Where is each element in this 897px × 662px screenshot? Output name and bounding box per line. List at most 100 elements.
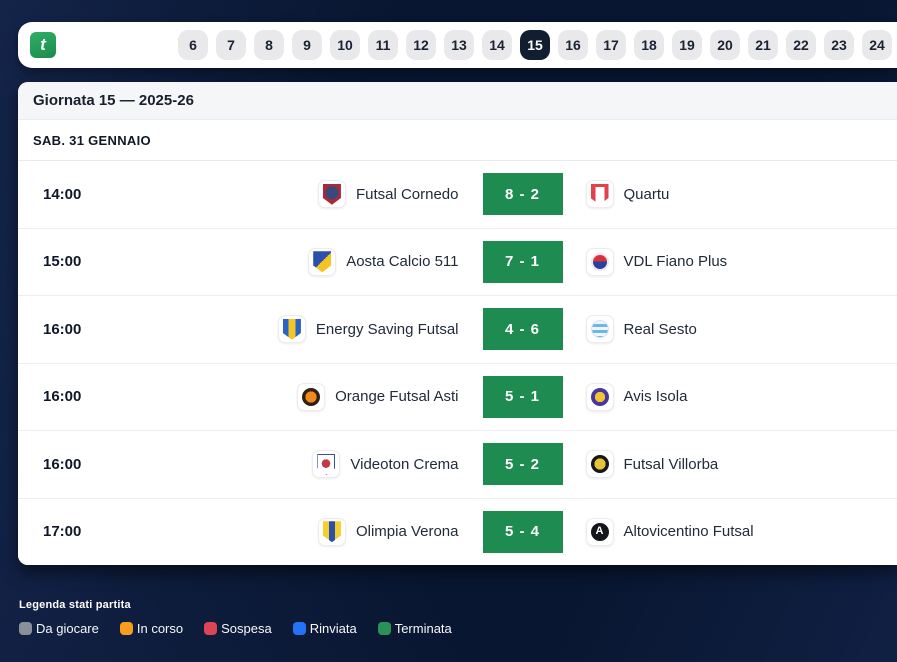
- home-team-logo-icon: [317, 517, 346, 546]
- score-badge[interactable]: 4 - 6: [482, 308, 563, 351]
- away-team: Avis Isola: [563, 382, 897, 411]
- legend-swatch-icon: [19, 622, 32, 635]
- away-team-logo-icon: [585, 450, 614, 479]
- rounds-list: 6 7 8 9 10 11 12 13 14 15 16 17 18 19 20 21 22 23 24: [178, 30, 892, 60]
- match-time: 16:00: [43, 320, 82, 338]
- match-time: 14:00: [43, 185, 82, 203]
- round-button-11[interactable]: 11: [368, 30, 398, 60]
- orange-asti-emblem-icon: [302, 387, 321, 406]
- match-time: 15:00: [43, 253, 82, 271]
- legend-title: Legenda stati partita: [19, 599, 131, 611]
- home-team-name: Orange Futsal Asti: [335, 388, 459, 406]
- away-team-logo-icon: [585, 180, 614, 209]
- legend-swatch-icon: [377, 622, 391, 635]
- match-row-3[interactable]: 16:00 Energy Saving Futsal 4 - 6 Real Sesto: [18, 296, 897, 364]
- away-team: A Altovicentino Futsal: [563, 517, 897, 546]
- match-time: 16:00: [43, 455, 82, 473]
- aosta-emblem-icon: [313, 251, 332, 273]
- match-date-header: SAB. 31 GENNAIO: [18, 120, 897, 161]
- altovicentino-emblem-icon: A: [590, 522, 609, 541]
- legend-swatch-icon: [119, 622, 133, 635]
- home-team: Futsal Cornedo: [148, 180, 483, 209]
- round-button-13[interactable]: 13: [444, 30, 474, 60]
- home-team-name: Videoton Crema: [350, 455, 459, 473]
- home-team-name: Olimpia Verona: [355, 523, 459, 541]
- home-team-name: Aosta Calcio 511: [346, 253, 459, 271]
- away-team: Real Sesto: [563, 315, 897, 344]
- energy-saving-emblem-icon: [282, 318, 301, 340]
- match-list: 14:00 Futsal Cornedo 8 - 2 Quartu 15:00 Aosta…: [18, 161, 897, 565]
- match-row-6[interactable]: 17:00 Olimpia Verona 5 - 4 A Altovicentino F…: [18, 498, 897, 565]
- legend-item-rinviata: Rinviata: [292, 621, 357, 636]
- match-row-5[interactable]: 16:00 Videoton Crema 5 - 2 Futsal Villorba: [18, 431, 897, 499]
- legend-label: In corso: [136, 621, 184, 636]
- home-team-logo-icon: [317, 180, 346, 209]
- round-button-15[interactable]: 15: [520, 30, 550, 60]
- legend-item-in-corso: In corso: [119, 621, 184, 636]
- round-button-21[interactable]: 21: [748, 30, 778, 60]
- round-button-18[interactable]: 18: [634, 30, 664, 60]
- home-team-logo-icon: [312, 450, 341, 479]
- videoton-emblem-icon: [317, 453, 336, 475]
- legend-label: Terminata: [394, 621, 452, 636]
- round-button-10[interactable]: 10: [330, 30, 360, 60]
- matchday-title-row: Giornata 15 — 2025-26: [18, 82, 897, 120]
- home-team: Orange Futsal Asti: [148, 382, 483, 411]
- round-button-23[interactable]: 23: [824, 30, 854, 60]
- round-button-19[interactable]: 19: [672, 30, 702, 60]
- altovicentino-letter: A: [595, 525, 604, 538]
- round-button-14[interactable]: 14: [482, 30, 512, 60]
- real-sesto-emblem-icon: [590, 320, 609, 339]
- away-team-name: Quartu: [623, 185, 670, 203]
- match-time: 17:00: [43, 523, 82, 541]
- home-team-logo-icon: [297, 382, 326, 411]
- home-team: Aosta Calcio 511: [148, 247, 483, 276]
- home-team: Videoton Crema: [148, 450, 483, 479]
- match-row-2[interactable]: 15:00 Aosta Calcio 511 7 - 1 VDL Fiano Plus: [18, 228, 897, 296]
- legend-swatch-icon: [292, 622, 306, 635]
- matchday-results-panel: Giornata 15 — 2025-26 SAB. 31 GENNAIO 14…: [18, 82, 897, 565]
- match-row-4[interactable]: 16:00 Orange Futsal Asti 5 - 1 Avis Isola: [18, 363, 897, 431]
- home-team-name: Futsal Cornedo: [355, 185, 459, 203]
- round-button-12[interactable]: 12: [406, 30, 436, 60]
- score-badge[interactable]: 5 - 1: [482, 375, 563, 418]
- legend-item-da-giocare: Da giocare: [19, 621, 99, 636]
- score-badge[interactable]: 7 - 1: [482, 240, 563, 283]
- round-selector-bar: t 6 7 8 9 10 11 12 13 14 15 16 17 18 19 20 21 22 23 24: [18, 22, 897, 68]
- away-team-name: VDL Fiano Plus: [623, 253, 728, 271]
- legend-items: Da giocare In corso Sospesa Rinviata Termina…: [19, 621, 452, 636]
- round-button-24[interactable]: 24: [862, 30, 892, 60]
- score-badge[interactable]: 8 - 2: [482, 173, 563, 216]
- round-button-17[interactable]: 17: [596, 30, 626, 60]
- olimpia-emblem-icon: [322, 521, 341, 543]
- away-team-name: Real Sesto: [623, 320, 697, 338]
- round-button-20[interactable]: 20: [710, 30, 740, 60]
- legend-item-sospesa: Sospesa: [204, 621, 272, 636]
- away-team: Quartu: [563, 180, 897, 209]
- away-team: Futsal Villorba: [563, 450, 897, 479]
- score-badge[interactable]: 5 - 2: [482, 443, 563, 486]
- avis-isola-emblem-icon: [590, 387, 609, 406]
- home-team-logo-icon: [277, 315, 306, 344]
- away-team-name: Futsal Villorba: [623, 455, 719, 473]
- legend-item-terminata: Terminata: [377, 621, 452, 636]
- matchday-title: Giornata 15 — 2025-26: [33, 92, 194, 109]
- legend-label: Rinviata: [309, 621, 357, 636]
- home-team: Energy Saving Futsal: [148, 315, 483, 344]
- round-button-9[interactable]: 9: [292, 30, 322, 60]
- round-button-22[interactable]: 22: [786, 30, 816, 60]
- round-button-8[interactable]: 8: [254, 30, 284, 60]
- tuttocampo-logo-icon[interactable]: t: [30, 32, 56, 58]
- match-row-1[interactable]: 14:00 Futsal Cornedo 8 - 2 Quartu: [18, 161, 897, 229]
- score-badge[interactable]: 5 - 4: [482, 510, 563, 553]
- match-status-legend: Legenda stati partita Da giocare In corso…: [19, 599, 452, 636]
- away-team-logo-icon: [585, 247, 614, 276]
- cornedo-emblem-icon: [322, 183, 341, 205]
- away-team-name: Avis Isola: [623, 388, 688, 406]
- legend-label: Da giocare: [36, 621, 99, 636]
- legend-label: Sospesa: [221, 621, 272, 636]
- round-button-6[interactable]: 6: [178, 30, 208, 60]
- vdl-fiano-emblem-icon: [590, 252, 609, 271]
- round-button-7[interactable]: 7: [216, 30, 246, 60]
- round-button-16[interactable]: 16: [558, 30, 588, 60]
